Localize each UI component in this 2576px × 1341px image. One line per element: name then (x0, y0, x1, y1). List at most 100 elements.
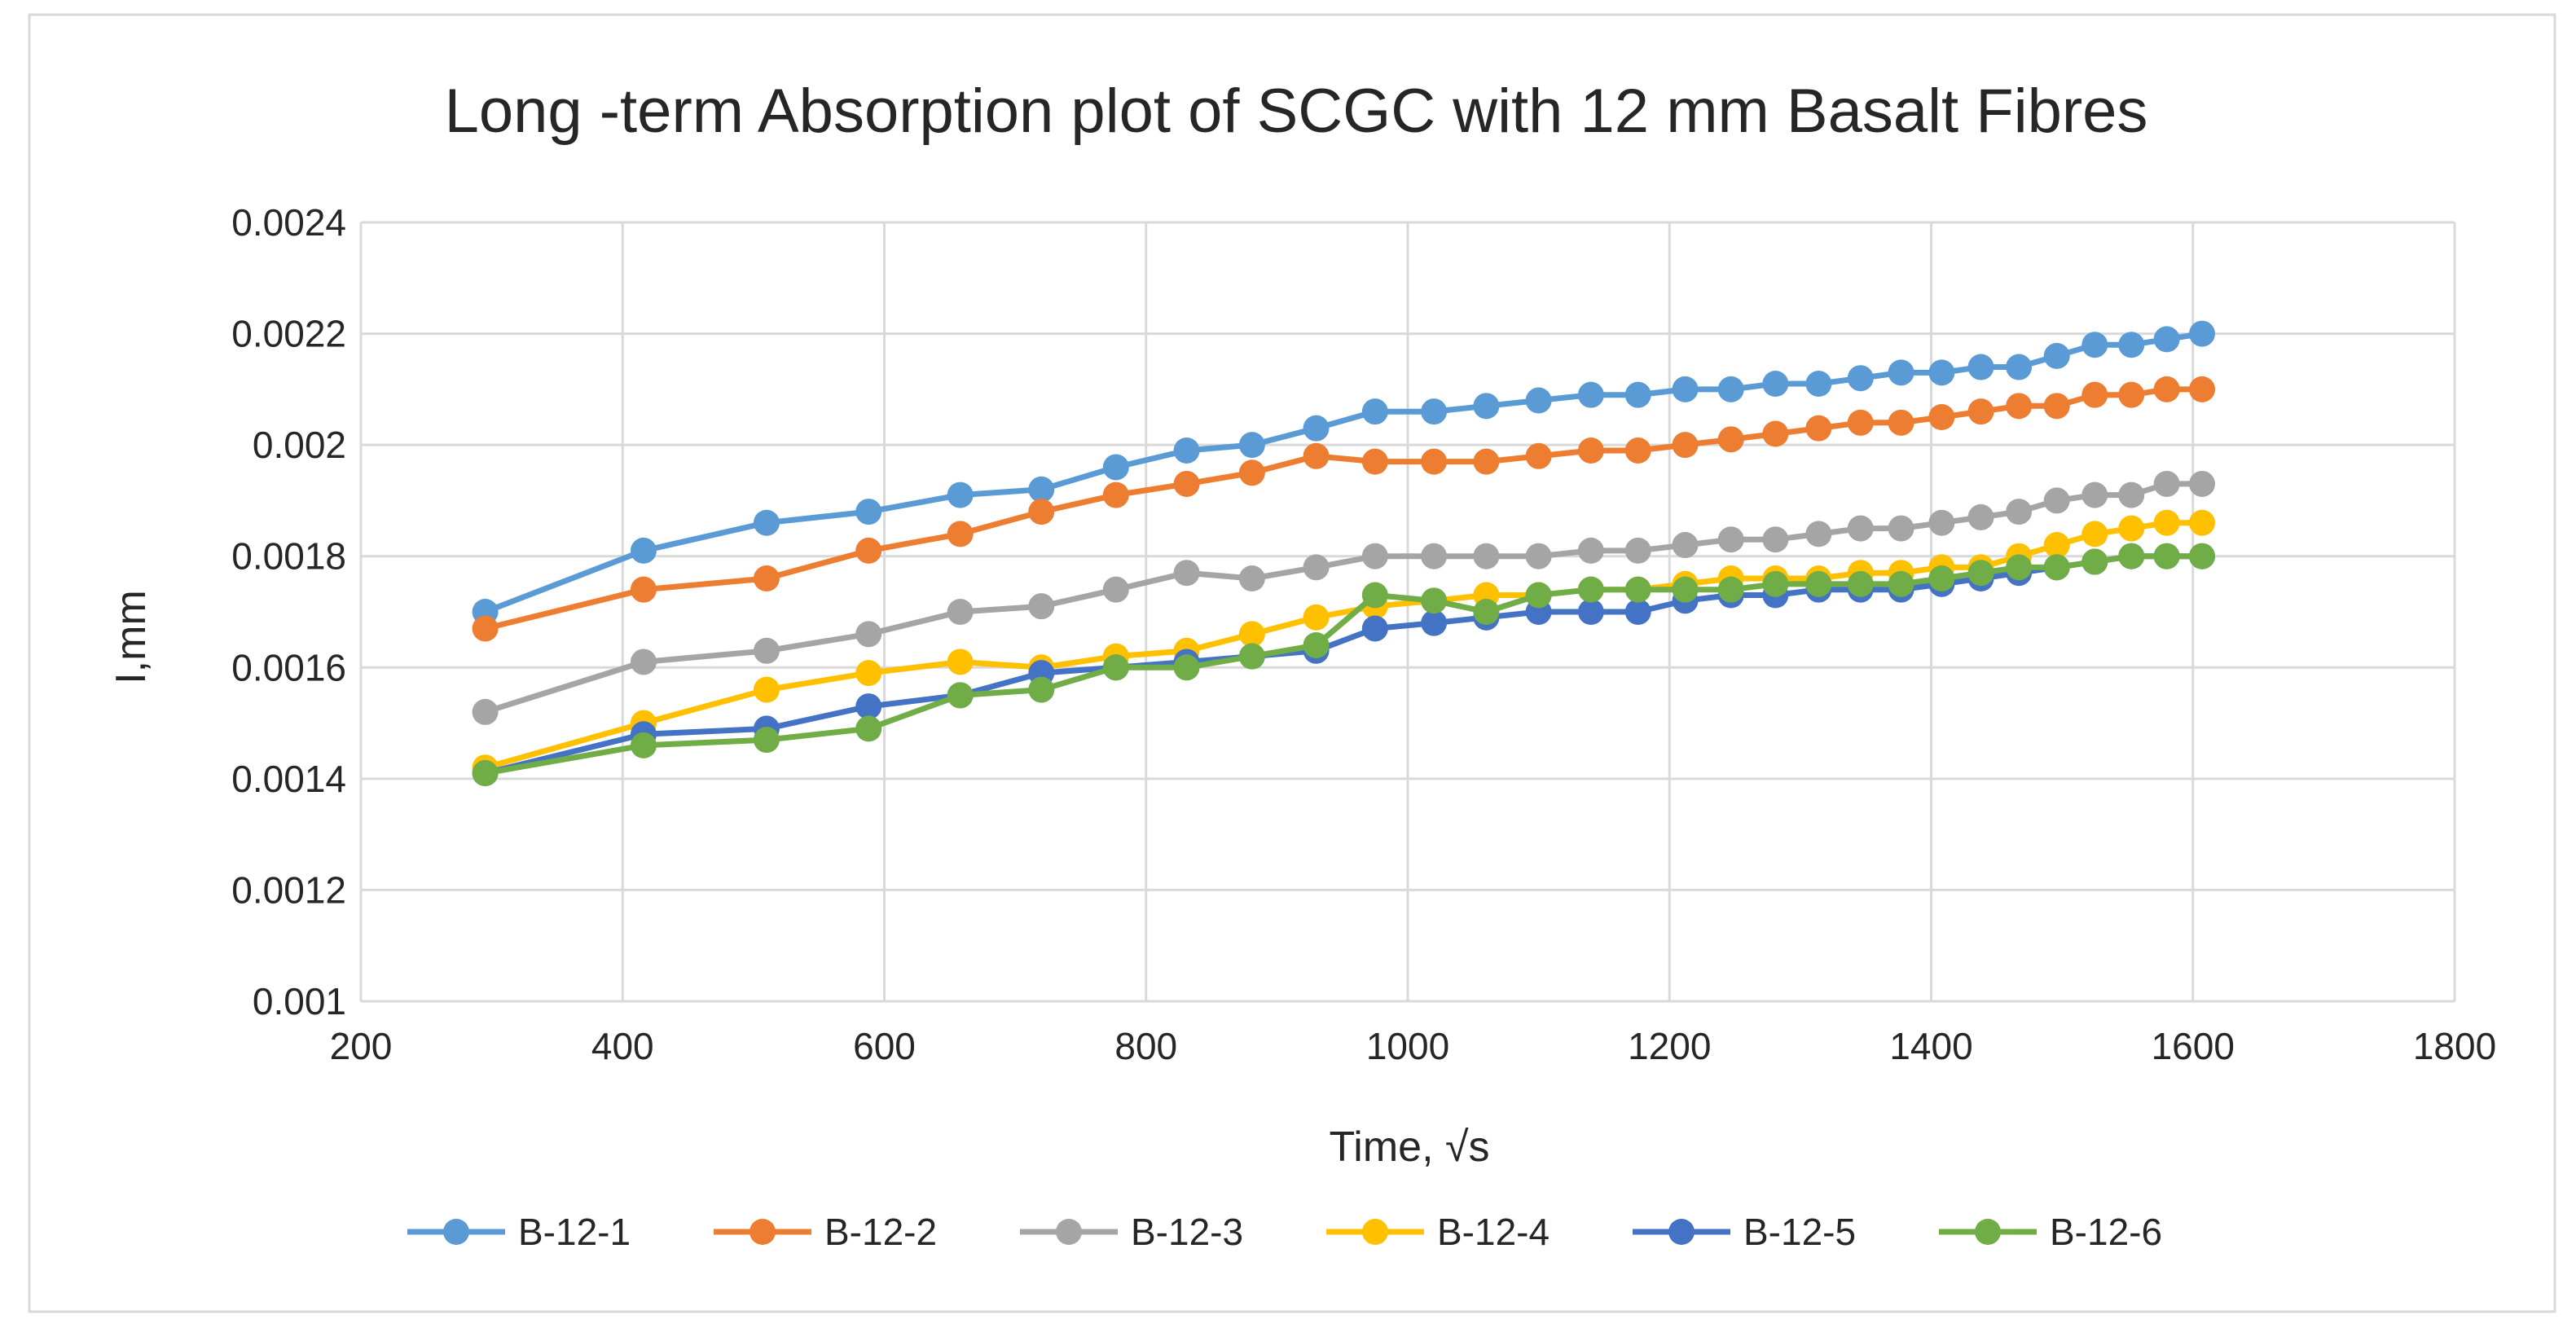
data-point-B-12-6 (1303, 631, 1330, 658)
data-point-B-12-1 (855, 499, 882, 525)
data-point-B-12-2 (1102, 481, 1129, 508)
y-tick-label: 0.0014 (231, 758, 346, 800)
data-point-B-12-1 (1361, 398, 1388, 425)
data-point-B-12-6 (2006, 554, 2033, 581)
series-B-12-2 (472, 376, 2215, 642)
x-tick-label: 1600 (2152, 1025, 2235, 1067)
data-point-B-12-2 (2153, 376, 2180, 402)
y-tick-label: 0.001 (253, 980, 346, 1022)
data-point-B-12-4 (2081, 521, 2108, 547)
data-point-B-12-2 (1717, 426, 1744, 453)
data-point-B-12-1 (1672, 376, 1699, 402)
y-axis-title: I,mm (108, 590, 155, 684)
data-point-B-12-6 (2188, 543, 2215, 569)
data-point-B-12-2 (1421, 448, 1448, 475)
data-point-B-12-6 (1624, 576, 1651, 603)
data-point-B-12-3 (1717, 526, 1744, 553)
data-point-B-12-1 (1847, 365, 1874, 392)
legend-item-B-12-5[interactable]: B-12-5 (1633, 1211, 1856, 1253)
data-point-B-12-1 (1473, 393, 1500, 420)
data-point-B-12-2 (630, 576, 657, 603)
data-point-B-12-1 (1717, 376, 1744, 402)
legend-item-B-12-2[interactable]: B-12-2 (714, 1211, 937, 1253)
data-point-B-12-1 (1967, 354, 1994, 380)
data-point-B-12-6 (1238, 643, 1265, 670)
data-point-B-12-4 (2043, 532, 2070, 559)
data-point-B-12-2 (2006, 393, 2033, 420)
data-point-B-12-6 (2118, 543, 2145, 569)
data-point-B-12-3 (1525, 543, 1552, 569)
x-tick-label: 600 (853, 1025, 916, 1067)
legend-item-B-12-4[interactable]: B-12-4 (1326, 1211, 1550, 1253)
data-point-B-12-5 (855, 693, 882, 720)
data-point-B-12-4 (2153, 509, 2180, 536)
data-point-B-12-6 (1473, 599, 1500, 625)
data-point-B-12-2 (1624, 437, 1651, 464)
data-point-B-12-1 (1624, 381, 1651, 408)
data-point-B-12-2 (1762, 420, 1789, 447)
data-point-B-12-2 (1303, 442, 1330, 469)
data-point-B-12-6 (1421, 587, 1448, 614)
data-point-B-12-3 (2153, 470, 2180, 497)
data-point-B-12-2 (2188, 376, 2215, 402)
legend[interactable]: B-12-1 B-12-2 B-12-3 B-12-4 B-12-5 B-12-6 (407, 1211, 2162, 1253)
data-point-B-12-4 (1238, 621, 1265, 648)
legend-item-B-12-3[interactable]: B-12-3 (1020, 1211, 1243, 1253)
data-point-B-12-1 (630, 537, 657, 564)
data-point-B-12-6 (1577, 576, 1604, 603)
data-point-B-12-3 (1672, 532, 1699, 559)
x-tick-label: 400 (591, 1025, 654, 1067)
y-tick-label: 0.0018 (231, 535, 346, 578)
data-point-B-12-4 (2118, 515, 2145, 542)
data-point-B-12-6 (947, 682, 974, 709)
legend-label: B-12-4 (1437, 1211, 1550, 1253)
legend-label: B-12-2 (824, 1211, 937, 1253)
data-point-B-12-3 (1361, 543, 1388, 569)
data-point-B-12-1 (1421, 398, 1448, 425)
data-point-B-12-3 (1238, 565, 1265, 592)
data-point-B-12-1 (1928, 359, 1955, 386)
data-point-B-12-1 (1805, 371, 1832, 398)
data-point-B-12-3 (2188, 470, 2215, 497)
legend-item-B-12-1[interactable]: B-12-1 (407, 1211, 631, 1253)
y-tick-label: 0.002 (253, 424, 346, 466)
legend-label: B-12-5 (1743, 1211, 1856, 1253)
data-point-B-12-3 (1421, 543, 1448, 569)
data-point-B-12-2 (947, 521, 974, 547)
data-point-B-12-2 (1173, 470, 1200, 497)
data-point-B-12-6 (1672, 576, 1699, 603)
data-point-B-12-5 (1361, 615, 1388, 642)
data-point-B-12-1 (1028, 476, 1055, 503)
data-point-B-12-6 (2081, 548, 2108, 575)
legend-item-B-12-6[interactable]: B-12-6 (1939, 1211, 2162, 1253)
x-tick-label: 800 (1114, 1025, 1177, 1067)
data-point-B-12-6 (1805, 570, 1832, 597)
data-point-B-12-2 (1473, 448, 1500, 475)
legend-marker-icon (443, 1219, 469, 1245)
x-tick-label: 1400 (1889, 1025, 1972, 1067)
data-point-B-12-6 (2043, 554, 2070, 581)
data-point-B-12-2 (1577, 437, 1604, 464)
y-tick-label: 0.0024 (231, 201, 346, 244)
legend-marker-icon (750, 1219, 776, 1245)
data-point-B-12-6 (630, 732, 657, 758)
data-point-B-12-2 (1847, 409, 1874, 436)
series-B-12-6 (472, 543, 2215, 787)
data-point-B-12-6 (472, 760, 499, 787)
data-point-B-12-6 (1028, 676, 1055, 703)
data-point-B-12-2 (753, 565, 780, 592)
data-point-B-12-1 (2188, 320, 2215, 347)
data-point-B-12-2 (1361, 448, 1388, 475)
legend-label: B-12-1 (518, 1211, 631, 1253)
data-point-B-12-2 (1672, 432, 1699, 459)
data-point-B-12-2 (1238, 459, 1265, 486)
data-point-B-12-6 (1847, 570, 1874, 597)
data-point-B-12-2 (1028, 499, 1055, 525)
data-point-B-12-3 (2081, 481, 2108, 508)
data-point-B-12-2 (2081, 381, 2108, 408)
data-point-B-12-2 (1805, 415, 1832, 442)
data-point-B-12-1 (1173, 437, 1200, 464)
x-axis-title: Time, √s (1329, 1123, 1489, 1171)
legend-label: B-12-3 (1131, 1211, 1243, 1253)
